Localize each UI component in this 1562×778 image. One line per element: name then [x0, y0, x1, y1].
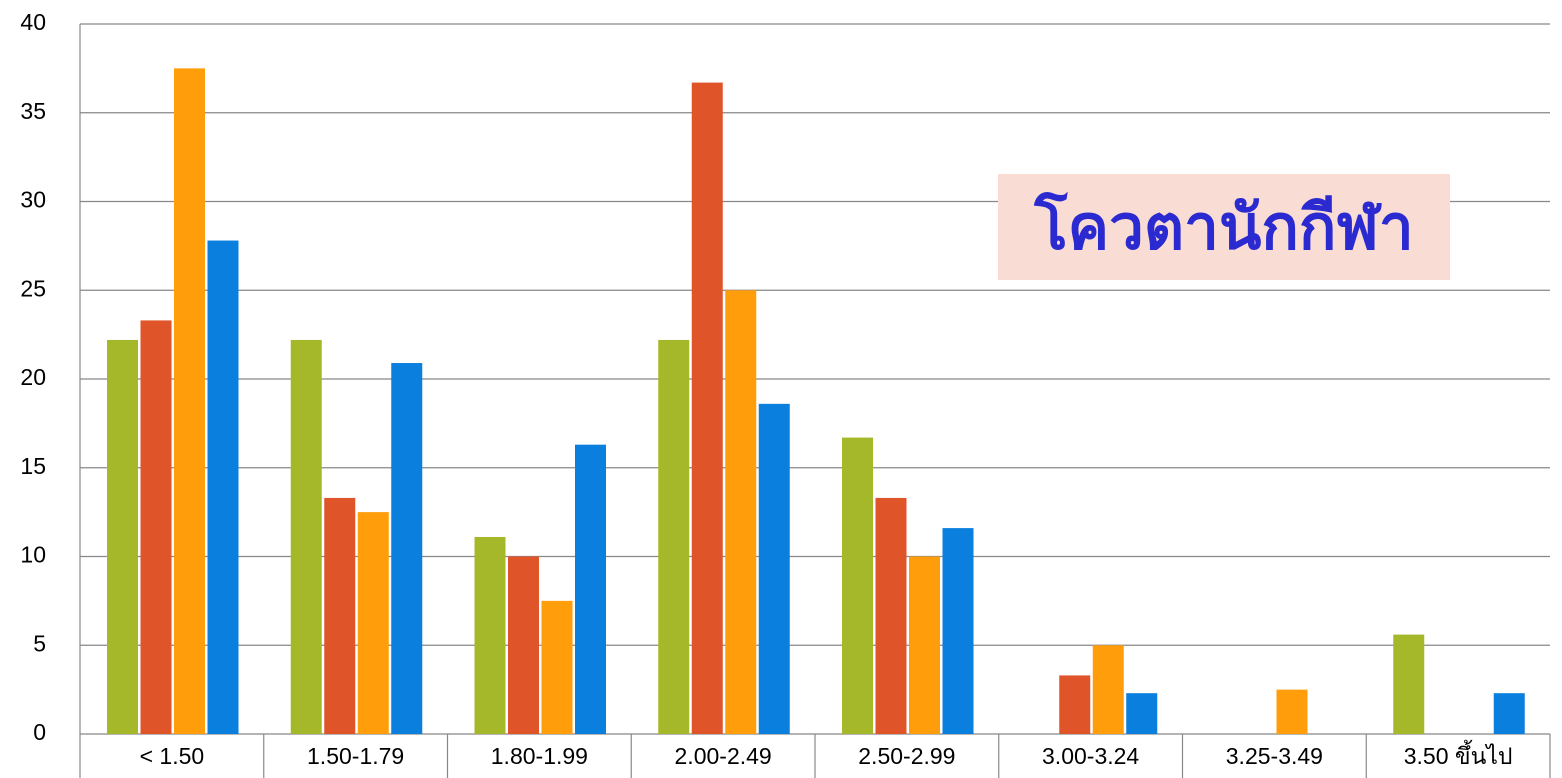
bar — [725, 290, 757, 734]
bar — [290, 339, 322, 734]
x-tick-label: 1.50-1.79 — [307, 743, 404, 769]
bar — [1092, 645, 1124, 734]
x-tick-label: 3.25-3.49 — [1226, 743, 1323, 769]
bar — [508, 556, 539, 734]
bar — [324, 497, 356, 734]
x-tick-label: 3.00-3.24 — [1042, 743, 1139, 769]
bar — [207, 240, 239, 735]
y-tick-label: 35 — [20, 98, 46, 124]
bar — [909, 556, 940, 734]
y-tick-label: 10 — [20, 542, 46, 568]
annotation-box — [998, 174, 1450, 280]
bar — [541, 600, 573, 734]
bar — [1393, 634, 1425, 734]
y-tick-label: 20 — [20, 364, 46, 390]
y-tick-label: 25 — [20, 275, 46, 301]
bar — [942, 528, 974, 734]
y-tick-label: 15 — [20, 453, 46, 479]
bar — [691, 82, 723, 734]
bar — [1126, 693, 1158, 734]
y-tick-label: 0 — [33, 719, 46, 745]
x-tick-label: 2.00-2.49 — [675, 743, 772, 769]
x-tick-label: 1.80-1.99 — [491, 743, 588, 769]
bar — [1493, 693, 1525, 734]
bar — [842, 437, 873, 734]
bar — [174, 68, 205, 734]
bar — [1276, 689, 1308, 734]
y-tick-label: 30 — [20, 187, 46, 213]
bar — [474, 536, 506, 734]
x-tick-label: 2.50-2.99 — [858, 743, 955, 769]
y-tick-label: 5 — [33, 630, 46, 656]
bar — [875, 497, 907, 734]
bar — [107, 339, 138, 734]
bar — [140, 320, 172, 734]
y-tick-label: 40 — [20, 9, 46, 35]
bar — [357, 512, 389, 734]
x-tick-label: < 1.50 — [140, 743, 205, 769]
annotation: โควตานักกีฬา — [1033, 190, 1413, 262]
bar — [1059, 675, 1091, 734]
bar — [575, 444, 606, 734]
x-tick-label: 3.50 ขึ้นไป — [1404, 740, 1513, 769]
bar — [758, 403, 790, 734]
bar — [391, 363, 423, 734]
bar — [658, 339, 690, 734]
